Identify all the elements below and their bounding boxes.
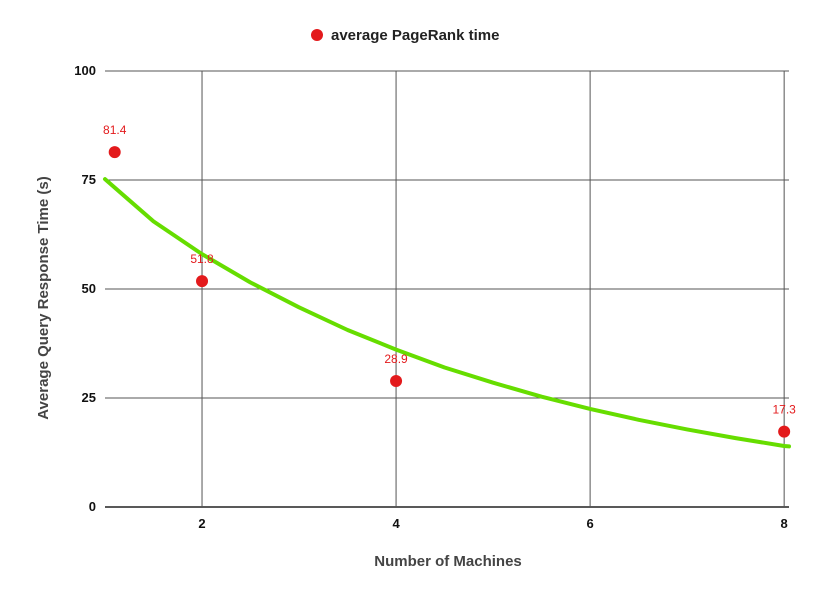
- data-points: [108, 146, 791, 438]
- data-label: 17.3: [772, 403, 796, 417]
- x-tick-label: 8: [781, 516, 788, 531]
- x-tick-label: 2: [198, 516, 205, 531]
- legend-label: average PageRank time: [331, 27, 499, 44]
- grid: [105, 70, 789, 508]
- data-point: [778, 425, 791, 438]
- data-label: 51.8: [190, 252, 214, 266]
- y-tick-label: 25: [82, 390, 96, 405]
- x-tick-label: 6: [586, 516, 593, 531]
- y-tick-label: 100: [74, 63, 96, 78]
- x-tick-labels: 2 4 6 8: [198, 516, 787, 531]
- data-point: [196, 275, 209, 288]
- y-tick-label: 50: [82, 281, 96, 296]
- trendline: [103, 177, 791, 449]
- data-label: 28.9: [384, 352, 408, 366]
- data-point: [390, 374, 403, 387]
- x-axis-title: Number of Machines: [374, 553, 522, 570]
- x-tick-label: 4: [392, 516, 400, 531]
- legend: average PageRank time: [311, 27, 499, 44]
- data-labels: 81.4 51.8 28.9 17.3: [103, 123, 796, 416]
- y-axis-title: Average Query Response Time (s): [35, 176, 52, 419]
- data-point: [108, 146, 121, 159]
- legend-marker: [311, 29, 323, 41]
- y-tick-label: 75: [82, 172, 96, 187]
- y-tick-label: 0: [89, 499, 96, 514]
- y-tick-labels: 0 25 50 75 100: [74, 63, 96, 514]
- data-label: 81.4: [103, 123, 127, 137]
